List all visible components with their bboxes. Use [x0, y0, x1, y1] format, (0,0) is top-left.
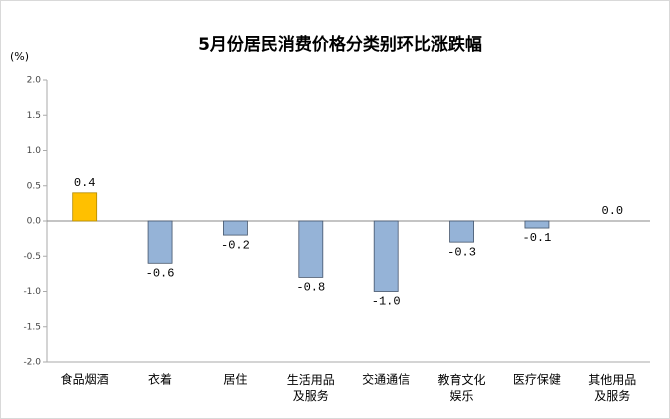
x-tick-label: 医疗保健	[513, 373, 561, 387]
bar	[298, 220, 324, 278]
value-label: 0.4	[74, 176, 96, 190]
value-label: -1.0	[372, 295, 401, 309]
value-label: -0.2	[221, 238, 250, 252]
y-tick-label: 2.0	[27, 76, 42, 86]
bar	[373, 220, 399, 292]
y-tick-label: 1.0	[27, 146, 42, 156]
x-tick-label: 交通通信	[362, 372, 410, 387]
value-label: -0.6	[146, 266, 175, 280]
y-tick-label: -1.5	[23, 322, 41, 332]
bar	[72, 192, 98, 222]
x-tick-label: 居住	[223, 373, 247, 387]
y-tick-label: -0.5	[23, 252, 41, 262]
y-axis-label: (%)	[10, 50, 29, 63]
x-tick-label: 教育文化娱乐	[438, 372, 486, 403]
value-label: 0.0	[602, 204, 624, 218]
y-tick-label: 1.5	[27, 111, 41, 121]
x-tick-label: 衣着	[148, 372, 172, 387]
bar	[524, 220, 550, 229]
value-label: -0.3	[447, 245, 476, 259]
chart-title: 5月份居民消费价格分类别环比涨跌幅	[198, 34, 482, 55]
y-tick-label: 0.5	[27, 181, 41, 191]
x-tick-label: 其他用品及服务	[588, 373, 636, 403]
x-tick-label: 食品烟酒	[61, 372, 109, 387]
y-tick-label: 0.0	[27, 217, 42, 227]
y-tick-label: -1.0	[23, 287, 41, 297]
value-label: -0.1	[523, 231, 552, 245]
bar	[147, 220, 173, 264]
bar	[449, 220, 474, 243]
x-tick-label: 生活用品及服务	[287, 373, 335, 403]
bar	[223, 220, 248, 236]
value-label: -0.8	[296, 281, 325, 295]
y-tick-label: -2.0	[23, 358, 41, 368]
